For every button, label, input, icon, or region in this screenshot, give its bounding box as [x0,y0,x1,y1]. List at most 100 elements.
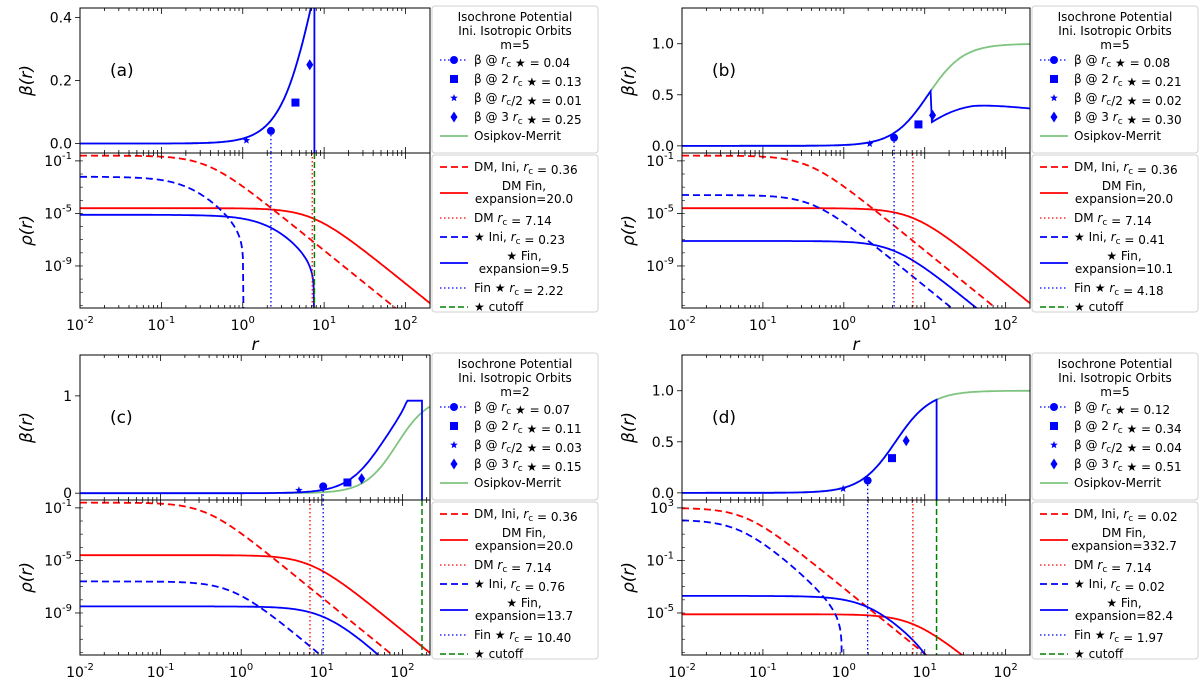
beta-marker-square [291,98,300,107]
legend-entry: β @ 2 rc ★ = 0.34 [1074,419,1182,436]
legend-title: m=5 [1100,38,1129,52]
beta-y-label: β(r) [17,412,37,444]
legend-box [431,154,599,313]
x-tick-label: 101 [913,662,937,679]
rho-y-axis: 10-1 10-5 10-9 ρ(r) [17,151,83,306]
y-tick-label: 0.4 [50,10,72,26]
beta-marker-star [839,484,847,492]
legend-entry: expansion=13.7 [475,609,573,623]
beta-marker-circle [319,482,328,491]
x-tick-label: 102 [393,315,417,334]
y-tick-label: 10-5 [44,550,72,569]
x-tick-label: 10-1 [147,315,175,334]
beta-marker-diamond [306,59,314,71]
beta-line [682,398,938,500]
legend-marker [1050,422,1058,430]
y-tick-label: 0 [63,486,72,502]
legend-box [1031,5,1199,154]
legend-entry: β @ 3 rc ★ = 0.30 [1074,110,1182,127]
x-tick-label: 10-2 [668,662,696,679]
beta-plot [80,8,316,153]
legend-entry: expansion=10.1 [1075,262,1173,276]
legend-entry: β @ rc/2 ★ = 0.03 [474,438,582,455]
rho-legend: DM, Ini, rc = 0.36 DM Fin,expansion=20.0 D… [431,154,599,314]
y-tick-label: 10-5 [646,203,674,222]
x-tick-label: 10-1 [147,662,175,679]
legend-marker [450,75,458,83]
rho-axes-frame [79,152,431,309]
legend-entry: expansion=20.0 [475,192,573,206]
beta-marker-circle [266,126,275,135]
rho-line-st_fin [682,595,927,655]
legend-entry: β @ 3 rc ★ = 0.51 [1074,457,1182,474]
legend-title: Ini. Isotropic Orbits [1058,24,1172,38]
legend-box [431,5,599,154]
legend-entry: DM, Ini, rc = 0.36 [1074,160,1178,177]
legend-entry: DM rc = 7.14 [1074,211,1152,228]
legend-title: m=2 [500,385,529,399]
legend-marker [1050,94,1058,102]
legend-entry: DM Fin, [1102,179,1146,193]
legend-marker [1050,458,1058,470]
y-tick-label: 1.0 [652,384,674,400]
rho-y-label: ρ(r) [17,562,37,593]
legend-entry: expansion=20.0 [1075,192,1173,206]
beta-y-label: β(r) [619,412,639,444]
x-tick-label: 100 [832,662,856,679]
x-tick-label: 10-1 [749,662,777,679]
rho-y-label: ρ(r) [619,562,639,593]
x-tick-label: 100 [231,315,255,334]
beta-marker-star [865,139,874,148]
y-tick-label: 10-1 [44,498,72,517]
rho-line-dm_ini [682,507,928,655]
beta-line [682,88,1030,147]
legend-entry: Osipkov-Merrit [474,476,561,490]
legend-box [431,501,599,660]
beta-marker-square [914,120,923,129]
rho-y-label: ρ(r) [619,215,639,246]
legend-title: Ini. Isotropic Orbits [458,371,572,385]
legend-entry: Osipkov-Merrit [474,129,561,143]
panel-d: 10-210-1100101102r0.00.51.0β(r)(d)10310-… [619,352,1199,679]
legend-title: Isochrone Potential [1058,10,1173,24]
beta-marker-circle [890,133,899,142]
legend-entry: ★ cutoff [1074,300,1124,314]
legend-entry: Fin ★ rc = 10.40 [474,628,571,645]
legend-marker [450,111,458,123]
legend-entry: Osipkov-Merrit [1074,129,1161,143]
rho-line-dm_ini [682,154,998,308]
x-tick-label: 10-2 [668,315,696,334]
rho-line-st_ini [682,519,843,655]
y-tick-label: 10-9 [646,256,674,275]
legend-entry: β @ rc ★ = 0.08 [1074,53,1170,70]
beta-y-axis: 0.0 0.5 1.0 β(r) [619,37,682,155]
legend-entry: expansion=9.5 [479,262,570,276]
rho-line-st_fin [682,240,978,308]
panel-c: 10-210-1100101102r01β(r)(c)10-110-510-9ρ… [17,352,599,679]
legend-entry: ★ Ini, rc = 0.02 [1074,577,1165,594]
rho-line-dm_ini [80,501,394,655]
x-tick-label: 101 [310,662,334,679]
legend-title: m=5 [500,38,529,52]
rho-axes-frame [681,152,1031,309]
rho-line-dm_fin [80,554,430,654]
x-tick-label: 10-2 [66,662,94,679]
x-tick-label: 102 [994,662,1018,679]
y-tick-label: 1 [63,389,72,405]
osipkov-merrit-line [682,43,1030,147]
beta-y-label: β(r) [619,65,639,97]
legend-marker [1050,75,1058,83]
legend-marker [450,94,458,102]
legend-entry: β @ 2 rc ★ = 0.11 [474,419,582,436]
legend-entry: ★ Fin, [506,596,541,610]
legend-marker [1050,403,1058,411]
legend-entry: expansion=20.0 [475,539,573,553]
panel-label: (a) [110,61,134,81]
rho-line-st_fin [80,213,315,308]
beta-y-axis: 0.0 0.5 1.0 β(r) [619,384,682,502]
legend-entry: ★ cutoff [1074,647,1124,661]
